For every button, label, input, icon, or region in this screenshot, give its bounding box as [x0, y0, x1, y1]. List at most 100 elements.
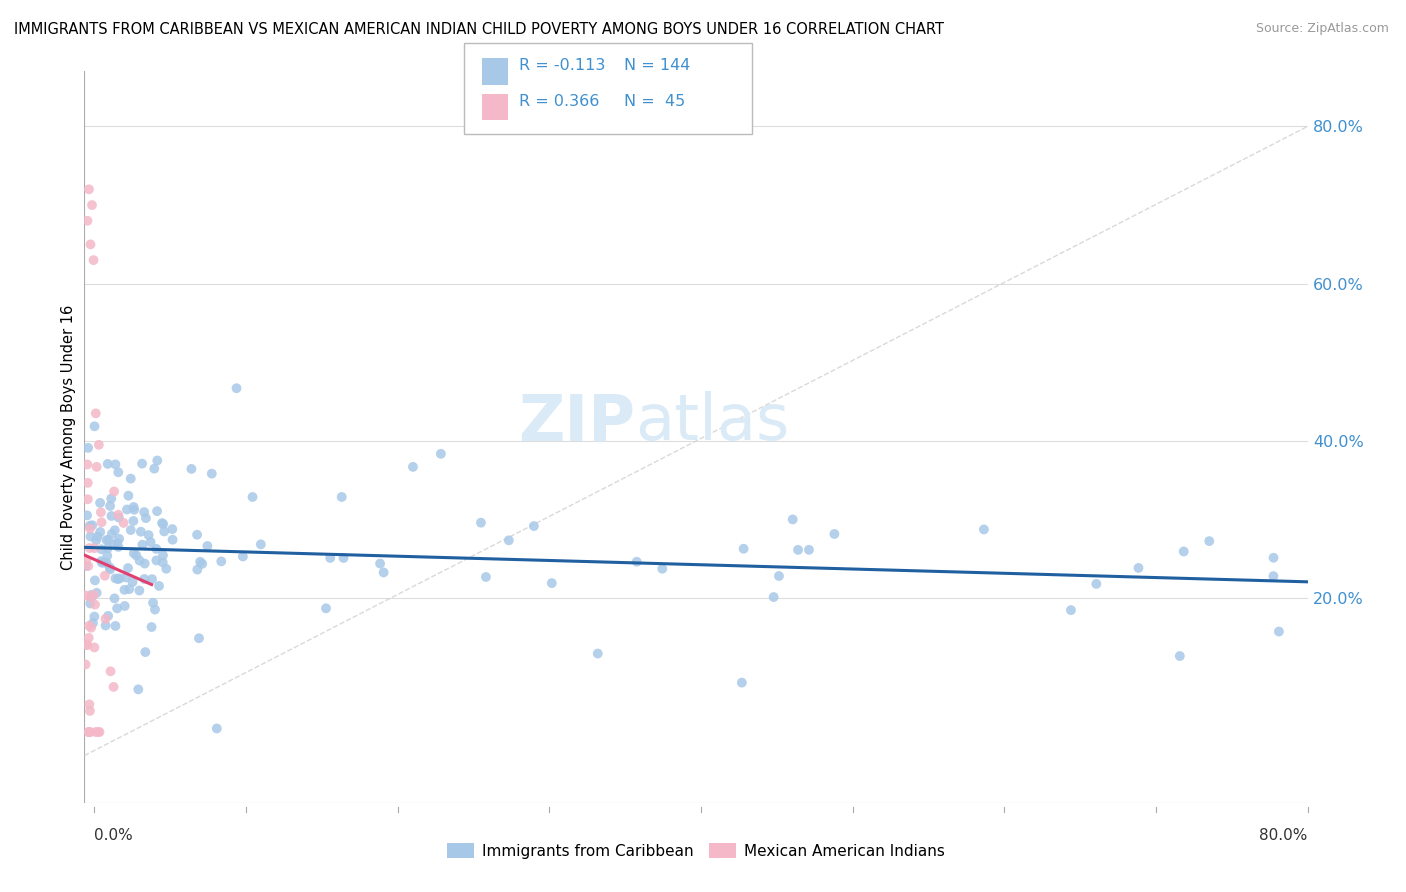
Point [120, 472, 142, 486]
Point [105, 536, 128, 550]
Point [225, 381, 247, 395]
Point [122, 546, 145, 560]
Point [90, 516, 112, 530]
Point [107, 540, 129, 554]
Point [152, 549, 174, 563]
Point [77, 725, 100, 739]
Point [146, 504, 169, 518]
Point [129, 524, 152, 539]
Point [79, 698, 101, 712]
Point [651, 562, 673, 576]
Point [145, 553, 167, 567]
Point [79, 522, 101, 536]
Text: ZIP: ZIP [517, 392, 636, 453]
Point [188, 632, 211, 646]
Point [250, 537, 273, 551]
Point [84, 598, 107, 612]
Point [97, 533, 120, 547]
Point [973, 523, 995, 537]
Point [80, 590, 103, 604]
Point [96, 533, 118, 547]
Point [77, 559, 100, 574]
Point [1173, 544, 1195, 558]
Point [733, 541, 755, 556]
Point [242, 490, 264, 504]
Point [131, 457, 153, 471]
Point [107, 572, 129, 586]
Point [76, 508, 98, 523]
Point [79, 725, 101, 739]
Point [96, 549, 118, 563]
Point [142, 596, 165, 610]
Point [96, 556, 118, 570]
Point [823, 527, 845, 541]
Point [152, 555, 174, 569]
Point [77, 631, 100, 645]
Point [162, 522, 184, 536]
Point [117, 489, 139, 503]
Point [94, 618, 117, 632]
Point [122, 500, 145, 514]
Point [209, 554, 232, 568]
Point [82, 616, 104, 631]
Point [83, 253, 105, 268]
Point [104, 619, 127, 633]
Point [150, 516, 173, 530]
Point [98, 562, 121, 576]
Point [114, 599, 136, 613]
Point [90, 542, 112, 557]
Point [197, 539, 219, 553]
Point [1085, 577, 1108, 591]
Point [201, 467, 224, 481]
Point [523, 519, 546, 533]
Point [80, 198, 103, 212]
Point [1198, 534, 1220, 549]
Text: N =  45: N = 45 [624, 94, 686, 109]
Point [143, 461, 166, 475]
Point [430, 447, 453, 461]
Legend: Immigrants from Caribbean, Mexican American Indians: Immigrants from Caribbean, Mexican Ameri… [441, 837, 950, 864]
Point [86, 586, 108, 600]
Point [475, 570, 498, 584]
Point [155, 562, 177, 576]
Point [77, 182, 100, 196]
Point [122, 514, 145, 528]
Point [134, 572, 156, 586]
Point [75, 559, 97, 574]
Point [191, 557, 214, 571]
Point [83, 419, 105, 434]
Point [79, 237, 101, 252]
Point [122, 502, 145, 516]
Point [1168, 648, 1191, 663]
Y-axis label: Child Poverty Among Boys Under 16: Child Poverty Among Boys Under 16 [60, 304, 76, 570]
Text: atlas: atlas [636, 392, 789, 453]
Point [134, 557, 156, 571]
Point [373, 566, 395, 580]
Point [79, 725, 101, 739]
Point [125, 549, 148, 563]
Point [79, 591, 101, 605]
Point [134, 505, 156, 519]
Text: R = -0.113: R = -0.113 [519, 58, 605, 73]
Point [768, 569, 790, 583]
Point [94, 556, 117, 570]
Point [117, 561, 139, 575]
Point [76, 475, 98, 490]
Point [89, 496, 111, 510]
Point [330, 490, 353, 504]
Point [626, 555, 648, 569]
Point [84, 725, 107, 739]
Point [128, 553, 150, 567]
Point [75, 589, 97, 603]
Point [76, 492, 98, 507]
Point [540, 576, 562, 591]
Point [148, 579, 170, 593]
Point [180, 462, 202, 476]
Point [98, 561, 121, 575]
Point [87, 438, 110, 452]
Point [1128, 561, 1150, 575]
Point [77, 618, 100, 632]
Point [75, 657, 97, 672]
Point [103, 680, 125, 694]
Point [128, 583, 150, 598]
